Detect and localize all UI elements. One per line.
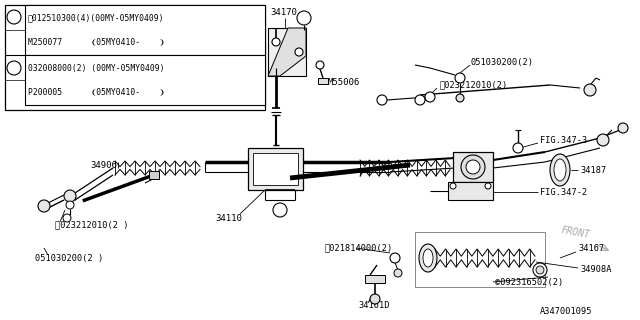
Text: FRONT: FRONT (560, 226, 591, 240)
Bar (149, 171, 159, 179)
Circle shape (295, 48, 303, 56)
Text: Ⓑ012510300(4)(00MY-05MY0409): Ⓑ012510300(4)(00MY-05MY0409) (28, 13, 164, 22)
Circle shape (370, 294, 380, 304)
Circle shape (466, 160, 480, 174)
Circle shape (273, 203, 287, 217)
Bar (25, 5, 265, 55)
Text: 34170: 34170 (270, 7, 297, 17)
Circle shape (618, 123, 628, 133)
Ellipse shape (419, 244, 437, 272)
Circle shape (66, 201, 74, 209)
Text: 34908A: 34908A (580, 266, 611, 275)
Text: A347001095: A347001095 (540, 308, 593, 316)
Circle shape (390, 253, 400, 263)
Text: 051030200(2): 051030200(2) (470, 58, 533, 67)
Ellipse shape (554, 159, 566, 181)
Circle shape (64, 190, 76, 202)
Text: 032008000(2) (00MY-05MY0409): 032008000(2) (00MY-05MY0409) (28, 63, 164, 73)
Text: M55006: M55006 (328, 77, 360, 86)
Circle shape (377, 95, 387, 105)
Bar (268, 28, 306, 76)
Circle shape (455, 73, 465, 83)
Bar (365, 275, 385, 283)
Circle shape (533, 263, 547, 277)
Circle shape (425, 92, 435, 102)
Circle shape (7, 10, 21, 24)
Text: 051030200(2 ): 051030200(2 ) (35, 253, 103, 262)
Circle shape (485, 183, 491, 189)
Circle shape (450, 183, 456, 189)
Text: FIG.347-3: FIG.347-3 (540, 135, 588, 145)
Text: 34110: 34110 (215, 213, 242, 222)
Text: 34187: 34187 (580, 165, 606, 174)
Circle shape (272, 38, 280, 46)
Text: ©092316502(2): ©092316502(2) (495, 277, 563, 286)
Bar (248, 148, 303, 190)
Circle shape (297, 11, 311, 25)
Text: ⓝ023212010(2): ⓝ023212010(2) (440, 81, 508, 90)
Circle shape (461, 155, 485, 179)
Circle shape (394, 269, 402, 277)
Circle shape (316, 61, 324, 69)
Polygon shape (268, 28, 306, 76)
Text: 34161D: 34161D (358, 300, 390, 309)
Text: P200005      ❨05MY0410-    ❩: P200005 ❨05MY0410- ❩ (28, 87, 164, 97)
Bar (253, 153, 298, 185)
Circle shape (38, 200, 50, 212)
Circle shape (63, 214, 71, 222)
Circle shape (7, 61, 21, 75)
Text: 1: 1 (278, 205, 282, 214)
Text: 34906: 34906 (90, 161, 117, 170)
Ellipse shape (550, 154, 570, 186)
Circle shape (415, 95, 425, 105)
Text: 2: 2 (12, 63, 16, 73)
Circle shape (584, 84, 596, 96)
Text: FIG.347-2: FIG.347-2 (540, 188, 588, 196)
Circle shape (536, 266, 544, 274)
Bar (5, 5, 265, 110)
Text: M250077      ❨05MY0410-    ❩: M250077 ❨05MY0410- ❩ (28, 37, 164, 46)
Ellipse shape (423, 249, 433, 267)
Circle shape (597, 134, 609, 146)
Circle shape (513, 143, 523, 153)
Text: 2: 2 (301, 13, 307, 22)
Text: ⓜ021814000(2): ⓜ021814000(2) (325, 244, 393, 252)
Text: 1: 1 (12, 12, 16, 21)
Bar (318, 78, 328, 84)
Bar (453, 152, 493, 182)
Circle shape (456, 94, 464, 102)
Bar (415, 232, 545, 287)
Bar (25, 55, 265, 105)
Text: 34167: 34167 (578, 244, 604, 252)
Bar (448, 182, 493, 200)
Text: ⓝ023212010(2 ): ⓝ023212010(2 ) (55, 220, 129, 229)
